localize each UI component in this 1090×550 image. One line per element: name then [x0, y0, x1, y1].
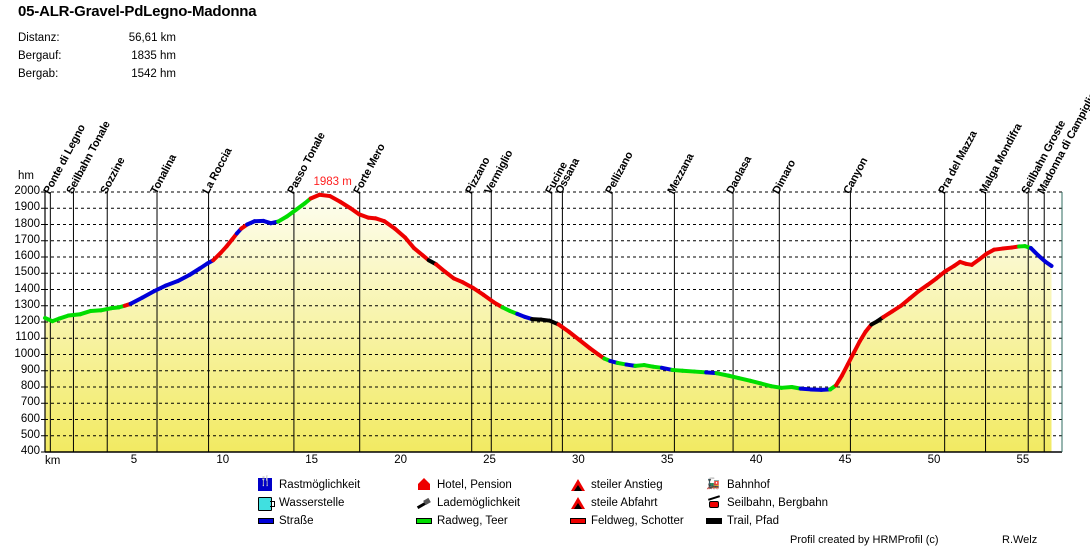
footer-author: R.Welz — [1002, 534, 1038, 546]
y-axis-unit-label: hm — [18, 170, 34, 182]
legend-item-label: Seilbahn, Bergbahn — [727, 497, 829, 509]
water-icon — [258, 497, 275, 511]
legend-item-label: Straße — [279, 515, 314, 527]
legend-item-label: Radweg, Teer — [437, 515, 508, 527]
peak-elevation-annotation: 1983 m — [313, 175, 352, 188]
y-tick-label: 2000 — [14, 185, 40, 197]
stat-distanz-label: Distanz: — [18, 32, 60, 44]
steep-descent-icon — [570, 496, 586, 510]
y-tick-label: 800 — [20, 380, 40, 392]
cyclepath-bar-icon-wrap — [416, 514, 432, 528]
legend-item-label: Rastmöglichkeit — [279, 479, 361, 491]
steep-ascent-icon-wrap — [570, 478, 586, 492]
legend-item-label: Feldweg, Schotter — [591, 515, 684, 527]
y-tick-label: 1300 — [14, 298, 40, 311]
steep-ascent-icon — [570, 478, 586, 492]
y-tick-label: 1900 — [14, 201, 40, 214]
y-tick-label: 1000 — [14, 347, 40, 360]
y-tick-label: 700 — [20, 396, 40, 409]
x-tick-label: 5 — [130, 454, 138, 466]
hotel-icon — [416, 478, 432, 492]
y-tick-label: 1600 — [14, 250, 40, 262]
stat-bergab-label: Bergab: — [18, 68, 59, 80]
train-icon — [706, 477, 722, 492]
cablecar-icon — [706, 496, 722, 510]
trail-bar-icon-wrap — [706, 514, 722, 528]
profile-line — [43, 192, 1054, 392]
profile-area — [45, 194, 1052, 452]
y-tick-label: 900 — [20, 363, 40, 376]
legend-item-label: Trail, Pfad — [727, 515, 779, 527]
road-bar-icon — [258, 518, 274, 524]
footer-credit: Profil created by HRMProfil (c) — [790, 534, 939, 546]
restaurant-icon-wrap — [258, 476, 274, 492]
legend-item-label: Lademöglichkeit — [437, 497, 521, 509]
trail-bar-icon — [706, 518, 722, 524]
steep-descent-icon-wrap — [570, 496, 586, 510]
y-tick-label: 1400 — [14, 282, 40, 295]
y-tick-label: 500 — [20, 428, 40, 441]
x-tick-label: 30 — [571, 454, 585, 466]
stat-bergauf-label: Bergauf: — [18, 50, 62, 62]
train-icon-wrap — [706, 477, 722, 492]
y-tick-label: 600 — [20, 412, 40, 425]
x-tick-label: 15 — [305, 454, 319, 466]
gravel-bar-icon-wrap — [570, 514, 586, 528]
x-tick-label: 35 — [660, 454, 674, 466]
x-tick-label: 10 — [216, 454, 230, 466]
legend-item-label: steile Abfahrt — [591, 497, 658, 509]
y-tick-label: 1200 — [14, 315, 40, 327]
x-tick-label: 45 — [838, 454, 852, 466]
cyclepath-bar-icon — [416, 518, 432, 524]
stat-bergauf-value: 1835 hm — [131, 50, 176, 62]
y-tick-label: 1500 — [14, 266, 40, 279]
waypoint-markers — [49, 192, 1045, 452]
legend-item-label: Wasserstelle — [279, 497, 345, 509]
charging-icon-wrap — [416, 496, 432, 510]
stat-bergab-value: 1542 hm — [131, 68, 176, 80]
charging-icon — [416, 496, 432, 510]
legend-item-label: Hotel, Pension — [437, 479, 512, 491]
legend-item-label: Bahnhof — [727, 479, 770, 491]
page-title: 05-ALR-Gravel-PdLegno-Madonna — [18, 3, 257, 20]
x-tick-label: 50 — [927, 454, 941, 466]
gravel-bar-icon — [570, 518, 586, 524]
road-bar-icon-wrap — [258, 514, 274, 528]
y-tick-label: 1800 — [14, 217, 40, 230]
y-tick-label: 1100 — [15, 331, 40, 344]
x-tick-label: 55 — [1016, 454, 1030, 466]
x-tick-label: 40 — [749, 454, 763, 466]
y-tick-label: 1700 — [14, 233, 40, 246]
x-axis-unit-label: km — [45, 455, 61, 467]
water-icon-wrap — [258, 496, 275, 511]
legend-item-label: steiler Anstieg — [591, 479, 663, 491]
restaurant-icon — [258, 476, 272, 491]
x-tick-label: 25 — [483, 454, 496, 466]
stat-distanz-value: 56,61 km — [128, 32, 176, 44]
hotel-icon-wrap — [416, 478, 432, 492]
cablecar-icon-wrap — [706, 496, 722, 510]
y-tick-label: 400 — [20, 445, 40, 457]
x-tick-label: 20 — [394, 454, 407, 466]
